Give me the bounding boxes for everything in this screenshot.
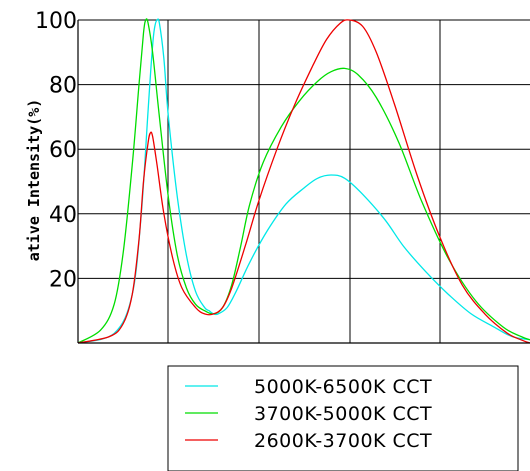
y-axis-label: ative Intensity(%): [25, 99, 43, 262]
chart-grid: [78, 19, 530, 343]
y-tick-label-60: 60: [49, 138, 77, 163]
y-tick-label-20: 20: [49, 267, 77, 292]
y-tick-label-40: 40: [49, 203, 77, 228]
series-line-1: [77, 18, 530, 344]
chart-series-group: [77, 18, 530, 344]
y-tick-label-80: 80: [49, 74, 77, 99]
legend-label-2: 3700K-5000K CCT: [254, 403, 432, 425]
legend-label-3: 2600K-3700K CCT: [254, 430, 432, 452]
chart-legend: 5000K-6500K CCT 3700K-5000K CCT 2600K-3700…: [167, 365, 519, 471]
legend-label-1: 5000K-6500K CCT: [254, 376, 432, 398]
legend-box: [167, 365, 519, 471]
series-line-2: [77, 18, 530, 344]
y-tick-label-100: 100: [35, 9, 77, 34]
y-tick-labels: 100 80 60 40 20: [35, 9, 77, 292]
chart-axes: [77, 20, 530, 344]
series-line-3: [77, 19, 530, 344]
